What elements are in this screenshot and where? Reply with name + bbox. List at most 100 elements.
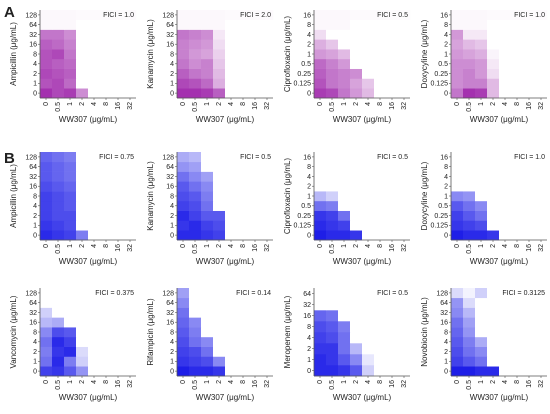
- heatmap-cell: [499, 327, 512, 338]
- heatmap-cell: [112, 152, 125, 163]
- heatmap-cell: [338, 68, 351, 79]
- heatmap-cell: [213, 68, 226, 79]
- heatmap-cell: [386, 321, 399, 333]
- heatmap-cell: [261, 220, 274, 231]
- heatmap-cell: [338, 171, 351, 182]
- heatmap-cell: [475, 346, 488, 357]
- heatmap-cell: [52, 307, 65, 318]
- heatmap-cell: [40, 29, 53, 40]
- heatmap-cell: [76, 19, 89, 30]
- heatmap-cell: [261, 10, 274, 21]
- heatmap-cell: [523, 49, 536, 60]
- heatmap-cell: [249, 10, 262, 21]
- x-tick-label: 2: [490, 380, 497, 384]
- x-axis-label: WW307 (μg/mL): [470, 393, 529, 402]
- x-tick-label: 32: [401, 244, 408, 252]
- heatmap-cell: [487, 336, 500, 347]
- heatmap-cell: [177, 220, 190, 231]
- heatmap-cell: [76, 88, 89, 99]
- heatmap-cell: [201, 181, 214, 192]
- heatmap-cell: [112, 210, 125, 221]
- heatmap-cell: [237, 346, 250, 357]
- x-tick-label: 4: [502, 102, 509, 106]
- heatmap-cell: [523, 78, 536, 89]
- heatmap-cell: [40, 288, 53, 299]
- x-tick-label: 2: [353, 102, 360, 106]
- x-tick-label: 16: [389, 244, 396, 252]
- heatmap-cell: [249, 366, 262, 377]
- heatmap-cell: [261, 161, 274, 172]
- x-tick-label: 16: [252, 380, 259, 388]
- heatmap-cell: [487, 356, 500, 367]
- y-tick-label: 128: [162, 154, 174, 161]
- heatmap-cell: [535, 366, 548, 377]
- fici-label: FICI = 1.0: [514, 154, 545, 161]
- x-axis-label: WW307 (μg/mL): [59, 393, 118, 402]
- heatmap-cell: [535, 152, 548, 163]
- heatmap-cell: [386, 19, 399, 30]
- heatmap-cell: [261, 19, 274, 30]
- heatmap-cell: [523, 346, 536, 357]
- heatmap-cell: [487, 366, 500, 377]
- heatmap-cell: [261, 327, 274, 338]
- heatmap-cell: [261, 171, 274, 182]
- heatmap-cell: [177, 307, 190, 318]
- heatmap-cell: [225, 336, 238, 347]
- heatmap-cell: [362, 171, 375, 182]
- heatmap-cell: [189, 200, 202, 211]
- heatmap-cell: [189, 10, 202, 21]
- panel-letter-a: A: [4, 4, 15, 21]
- heatmap-cell: [451, 356, 464, 367]
- y-tick-label: 1: [307, 51, 311, 58]
- y-tick-label: 1: [307, 193, 311, 200]
- heatmap-cell: [213, 307, 226, 318]
- heatmap-cell: [124, 171, 137, 182]
- heatmap-cell: [398, 288, 411, 300]
- heatmap-cell: [189, 191, 202, 202]
- heatmap-cell: [362, 88, 375, 99]
- heatmap-cell: [100, 230, 113, 241]
- heatmap-cell: [261, 29, 274, 40]
- heatmap-cell: [326, 161, 339, 172]
- heatmap-cell: [76, 327, 89, 338]
- y-axis-label: Meropenem (μg/mL): [283, 295, 292, 368]
- heatmap-cell: [374, 354, 387, 366]
- heatmap-cell: [189, 171, 202, 182]
- heatmap-cell: [40, 68, 53, 79]
- heatmap-cell: [213, 346, 226, 357]
- heatmap-cell: [261, 68, 274, 79]
- heatmap-cell: [338, 161, 351, 172]
- heatmap-cell: [124, 88, 137, 99]
- heatmap-cell: [386, 220, 399, 231]
- heatmap-cell: [463, 297, 476, 308]
- x-tick-label: 0: [454, 102, 461, 106]
- heatmap-cell: [374, 68, 387, 79]
- heatmap-cell: [213, 171, 226, 182]
- heatmap-cell: [237, 297, 250, 308]
- heatmap-cell: [475, 336, 488, 347]
- y-tick-label: 16: [303, 313, 311, 320]
- x-axis-label: WW307 (μg/mL): [333, 257, 392, 266]
- heatmap-cell: [225, 39, 238, 50]
- heatmap-cell: [76, 68, 89, 79]
- heatmap-cell: [326, 58, 339, 69]
- y-axis-label: Doxycyline (μg/mL): [420, 19, 429, 88]
- heatmap-cell: [64, 346, 77, 357]
- heatmap-cell: [386, 10, 399, 21]
- x-tick-label: 0.5: [55, 380, 62, 390]
- heatmap-cell: [249, 230, 262, 241]
- heatmap-cell: [535, 220, 548, 231]
- heatmap-cell: [451, 317, 464, 328]
- heatmap-cell: [523, 230, 536, 241]
- heatmap-cell: [124, 181, 137, 192]
- heatmap-cell: [374, 152, 387, 163]
- heatmap-cell: [249, 39, 262, 50]
- heatmap-cell: [499, 161, 512, 172]
- heatmap-cell: [40, 307, 53, 318]
- heatmap-cell: [237, 19, 250, 30]
- heatmap-cell: [374, 299, 387, 311]
- y-tick-label: 0: [33, 233, 37, 240]
- heatmap-cell: [52, 10, 65, 21]
- heatmap-cell: [398, 39, 411, 50]
- heatmap-cell: [451, 171, 464, 182]
